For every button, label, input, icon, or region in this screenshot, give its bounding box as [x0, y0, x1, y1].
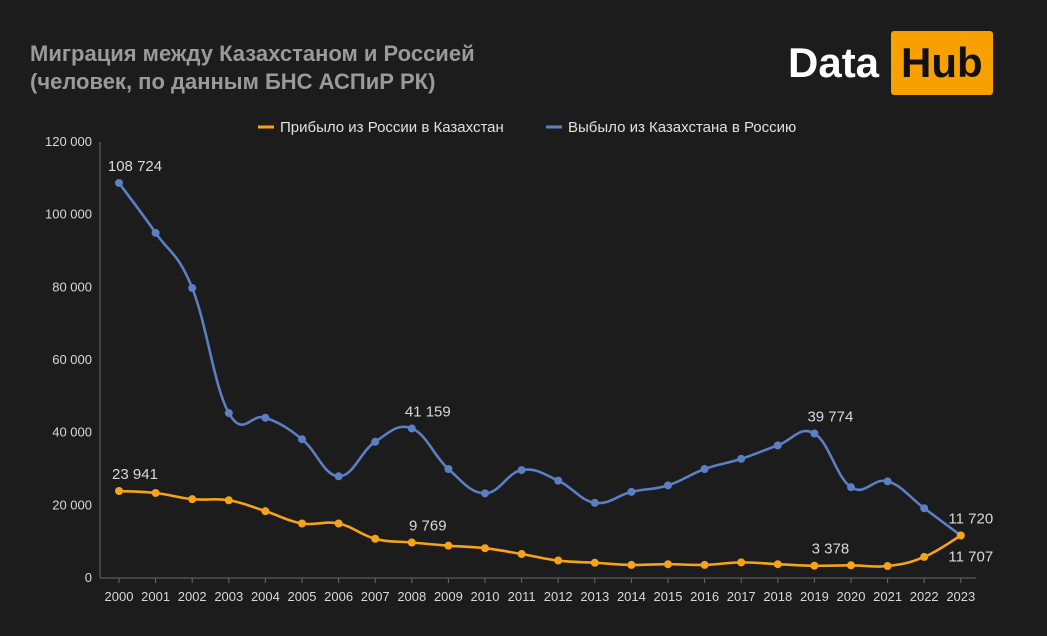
x-tick-label: 2016	[690, 589, 719, 604]
data-point-0-6	[334, 519, 343, 528]
data-point-0-21	[883, 562, 892, 571]
datahub-logo: Data Hub	[788, 30, 993, 96]
data-point-0-15	[664, 560, 672, 569]
data-label: 11 720	[948, 510, 993, 527]
chart-subtitle: (человек, по данным БНС АСПиР РК)	[30, 69, 436, 94]
y-tick-label: 0	[85, 570, 92, 585]
data-point-0-17	[737, 558, 746, 567]
data-point-1-17	[737, 454, 746, 463]
x-tick-label: 2007	[361, 589, 390, 604]
data-point-0-19	[810, 561, 819, 570]
data-point-0-12	[554, 556, 563, 565]
data-point-0-8	[407, 538, 416, 547]
x-tick-label: 2015	[654, 589, 683, 604]
x-tick-label: 2003	[214, 589, 243, 604]
x-tick-label: 2021	[873, 589, 902, 604]
data-point-0-10	[481, 544, 489, 553]
y-tick-label: 60 000	[52, 352, 92, 367]
data-point-1-15	[664, 481, 672, 490]
data-point-1-19	[810, 429, 819, 438]
chart-title-line1: Миграция между Казахстаном и Россией	[30, 41, 475, 66]
x-tick-label: 2013	[580, 589, 609, 604]
x-tick-label: 2018	[763, 589, 792, 604]
y-tick-label: 100 000	[45, 207, 92, 222]
data-point-1-20	[847, 483, 855, 492]
data-label: 23 941	[112, 466, 158, 483]
data-point-1-1	[151, 228, 160, 237]
data-point-0-18	[773, 560, 782, 569]
data-point-0-14	[627, 560, 636, 569]
x-tick-label: 2012	[544, 589, 573, 604]
data-point-0-13	[590, 558, 599, 567]
data-point-0-16	[700, 560, 709, 569]
logo-hub-text: Hub	[891, 31, 993, 95]
data-point-1-7	[371, 437, 380, 446]
x-tick-label: 2009	[434, 589, 463, 604]
data-point-1-16	[700, 465, 709, 473]
data-point-1-3	[224, 409, 233, 418]
x-tick-label: 2022	[910, 589, 939, 604]
data-point-0-1	[151, 488, 160, 497]
data-point-1-2	[188, 284, 197, 293]
data-point-0-11	[517, 550, 526, 559]
x-tick-label: 2017	[727, 589, 756, 604]
data-point-1-4	[261, 413, 270, 422]
x-tick-label: 2001	[141, 589, 170, 604]
y-tick-label: 40 000	[52, 425, 92, 440]
data-point-1-12	[554, 476, 563, 485]
data-point-0-0	[115, 487, 123, 496]
data-label: 3 378	[812, 541, 850, 558]
series-line-1	[117, 182, 962, 537]
data-point-0-5	[298, 519, 306, 528]
data-point-0-22	[920, 552, 929, 561]
data-point-0-20	[847, 561, 855, 570]
chart-title: Миграция между Казахстаном и Россией (че…	[30, 40, 475, 96]
x-tick-label: 2002	[178, 589, 207, 604]
data-point-0-23	[956, 531, 965, 540]
data-point-0-2	[188, 495, 197, 504]
data-label: 11 707	[948, 548, 993, 565]
data-point-0-7	[371, 534, 380, 543]
data-point-1-22	[920, 504, 929, 513]
data-point-1-0	[115, 178, 123, 187]
data-label: 9 769	[409, 518, 447, 535]
x-tick-label: 2023	[946, 589, 975, 604]
legend-label-0: Прибыло из России в Казахстан	[280, 119, 504, 136]
data-point-1-8	[407, 424, 416, 433]
x-tick-label: 2019	[800, 589, 829, 604]
x-tick-label: 2008	[397, 589, 426, 604]
legend-label-1: Выбыло из Казахстана в Россию	[568, 119, 796, 136]
data-point-1-6	[334, 472, 343, 481]
x-tick-label: 2005	[288, 589, 317, 604]
data-point-1-13	[590, 498, 599, 507]
x-tick-label: 2010	[471, 589, 500, 604]
y-tick-label: 20 000	[52, 497, 92, 512]
logo-data-text: Data	[788, 39, 880, 86]
data-point-1-10	[481, 489, 489, 498]
data-point-1-11	[517, 466, 526, 475]
x-tick-label: 2004	[251, 589, 280, 604]
data-label: 108 724	[108, 158, 162, 175]
data-point-1-5	[298, 435, 306, 444]
data-point-1-21	[883, 477, 892, 486]
data-point-1-18	[773, 441, 782, 450]
y-tick-label: 120 000	[45, 134, 92, 149]
x-tick-label: 2000	[105, 589, 134, 604]
x-tick-label: 2011	[508, 589, 536, 604]
data-label: 39 774	[807, 408, 853, 425]
x-tick-label: 2014	[617, 589, 646, 604]
data-point-0-9	[444, 541, 453, 550]
data-point-1-9	[444, 465, 453, 473]
data-point-1-14	[627, 487, 636, 496]
x-tick-label: 2006	[324, 589, 353, 604]
data-label: 41 159	[405, 403, 451, 420]
data-point-0-3	[224, 496, 233, 505]
y-tick-label: 80 000	[52, 279, 92, 294]
data-point-0-4	[261, 507, 270, 516]
x-tick-label: 2020	[837, 589, 866, 604]
